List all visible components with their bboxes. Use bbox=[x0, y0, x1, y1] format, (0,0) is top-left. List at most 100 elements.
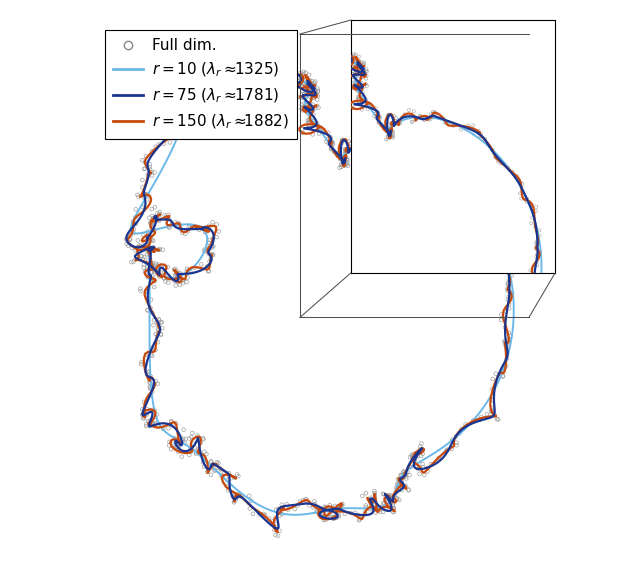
Point bbox=[294, 93, 305, 102]
Point bbox=[518, 323, 528, 332]
Point bbox=[310, 75, 321, 84]
Point bbox=[342, 146, 352, 155]
Point bbox=[261, 79, 271, 89]
Point bbox=[396, 478, 406, 488]
Point bbox=[476, 412, 486, 421]
Point bbox=[340, 159, 351, 168]
Point bbox=[312, 121, 323, 131]
Point bbox=[271, 519, 281, 528]
Point bbox=[304, 83, 314, 92]
Point bbox=[232, 493, 243, 502]
Point bbox=[207, 354, 217, 363]
Point bbox=[485, 375, 495, 384]
Point bbox=[153, 379, 163, 388]
Point bbox=[430, 431, 440, 440]
Point bbox=[296, 100, 307, 109]
Point bbox=[220, 64, 230, 73]
Point bbox=[359, 70, 369, 79]
Point bbox=[305, 501, 315, 510]
Point bbox=[140, 193, 150, 202]
Point bbox=[221, 273, 232, 282]
Point bbox=[186, 62, 196, 71]
Point bbox=[322, 135, 332, 144]
Point bbox=[261, 193, 271, 202]
Point bbox=[157, 245, 168, 254]
Point bbox=[337, 136, 347, 145]
Point bbox=[389, 132, 399, 141]
Point bbox=[397, 480, 407, 489]
Point bbox=[237, 104, 247, 113]
Point bbox=[248, 85, 258, 94]
Point bbox=[372, 110, 383, 119]
Point bbox=[264, 52, 274, 61]
Point bbox=[173, 128, 183, 137]
Point bbox=[378, 489, 388, 499]
Point bbox=[203, 70, 213, 79]
Point bbox=[308, 82, 318, 91]
Point bbox=[278, 82, 288, 91]
Point bbox=[202, 160, 212, 170]
Point bbox=[308, 87, 319, 96]
Point bbox=[166, 417, 176, 427]
Point bbox=[319, 59, 329, 68]
Point bbox=[404, 438, 415, 447]
Point bbox=[310, 89, 320, 98]
Point bbox=[278, 93, 288, 102]
Point bbox=[230, 473, 240, 482]
Point bbox=[344, 63, 355, 72]
Point bbox=[429, 113, 440, 122]
Point bbox=[426, 429, 436, 438]
Point bbox=[348, 66, 358, 75]
Point bbox=[315, 64, 325, 73]
Point bbox=[249, 85, 259, 94]
Point bbox=[318, 512, 328, 522]
Point bbox=[145, 248, 155, 258]
Point bbox=[265, 200, 275, 209]
Point bbox=[152, 262, 163, 271]
Point bbox=[264, 202, 275, 211]
Point bbox=[299, 67, 309, 76]
Point bbox=[209, 70, 220, 79]
Point bbox=[252, 53, 262, 63]
Point bbox=[307, 130, 317, 139]
Point bbox=[149, 225, 159, 235]
Point bbox=[147, 223, 157, 232]
Point bbox=[221, 482, 232, 491]
Point bbox=[297, 71, 307, 80]
Point bbox=[212, 184, 222, 193]
Point bbox=[226, 70, 236, 79]
Point bbox=[431, 421, 442, 430]
Point bbox=[325, 132, 335, 141]
Point bbox=[282, 423, 292, 432]
Point bbox=[138, 243, 148, 252]
Point bbox=[396, 470, 406, 480]
Point bbox=[420, 426, 431, 435]
Point bbox=[261, 190, 271, 200]
Point bbox=[410, 115, 420, 124]
Point bbox=[205, 355, 215, 365]
Point bbox=[214, 190, 224, 200]
Point bbox=[287, 75, 298, 85]
Point bbox=[224, 233, 234, 243]
Point bbox=[397, 477, 407, 486]
Point bbox=[525, 266, 536, 275]
Point bbox=[211, 210, 221, 219]
Point bbox=[291, 410, 301, 419]
Point bbox=[262, 45, 273, 55]
Point bbox=[305, 83, 316, 92]
Point bbox=[416, 440, 426, 450]
Point bbox=[218, 180, 228, 189]
Point bbox=[303, 102, 313, 112]
Point bbox=[271, 197, 282, 206]
Point bbox=[409, 434, 419, 443]
Point bbox=[424, 115, 434, 124]
Point bbox=[258, 38, 268, 47]
Point bbox=[212, 220, 222, 229]
Point bbox=[370, 490, 380, 500]
Point bbox=[229, 380, 239, 389]
Point bbox=[136, 286, 146, 296]
Point bbox=[307, 94, 317, 103]
Point bbox=[212, 132, 222, 141]
Point bbox=[498, 371, 508, 381]
Point bbox=[355, 78, 365, 87]
